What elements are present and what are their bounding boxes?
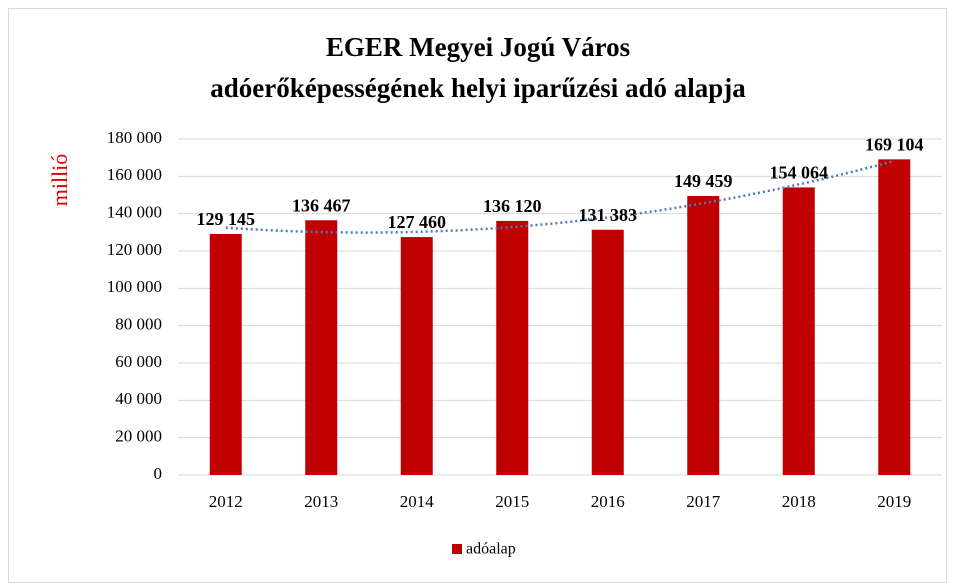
trendline — [225, 159, 895, 234]
chart-title: adóerőképességének helyi iparűzési adó a… — [210, 73, 746, 103]
value-label: 129 145 — [197, 209, 256, 229]
y-axis-label: millió — [47, 154, 72, 207]
chart-title: EGER Megyei Jogú Város — [326, 32, 630, 62]
y-tick-label: 100 000 — [107, 277, 162, 296]
bar — [305, 220, 338, 475]
y-tick-label: 60 000 — [115, 352, 162, 371]
value-label: 154 064 — [770, 163, 829, 183]
bar — [878, 159, 911, 475]
bar — [496, 220, 529, 475]
bar — [400, 237, 433, 475]
y-tick-label: 20 000 — [115, 427, 162, 446]
y-tick-label: 40 000 — [115, 389, 162, 408]
value-label: 127 460 — [388, 212, 447, 232]
bar — [782, 187, 815, 475]
value-label: 131 383 — [579, 205, 638, 225]
value-label: 136 467 — [292, 195, 351, 215]
x-tick-label: 2013 — [304, 492, 338, 511]
y-tick-label: 0 — [154, 464, 163, 483]
x-tick-label: 2012 — [209, 492, 243, 511]
value-label: 136 120 — [483, 196, 542, 216]
y-tick-label: 120 000 — [107, 240, 162, 259]
x-tick-label: 2017 — [686, 492, 721, 511]
y-tick-label: 80 000 — [115, 315, 162, 334]
x-tick-label: 2019 — [877, 492, 911, 511]
x-tick-label: 2014 — [400, 492, 435, 511]
bar — [687, 196, 720, 475]
x-tick-label: 2016 — [591, 492, 625, 511]
x-tick-label: 2015 — [495, 492, 529, 511]
bar — [591, 229, 624, 475]
value-label: 169 104 — [865, 134, 924, 154]
y-tick-label: 160 000 — [107, 165, 162, 184]
legend-swatch — [452, 544, 462, 554]
value-label: 149 459 — [674, 171, 733, 191]
x-tick-label: 2018 — [782, 492, 816, 511]
y-tick-label: 140 000 — [107, 203, 162, 222]
legend-label: adóalap — [466, 541, 516, 558]
bar — [209, 233, 242, 475]
y-tick-label: 180 000 — [107, 128, 162, 147]
